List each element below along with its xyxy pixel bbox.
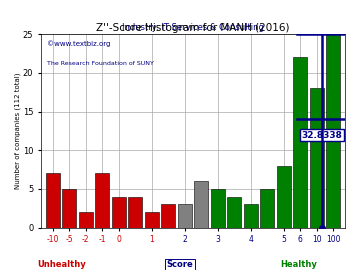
Title: Z''-Score Histogram for MANH (2016): Z''-Score Histogram for MANH (2016) bbox=[96, 23, 290, 33]
Text: Industry: IT Services & Consulting: Industry: IT Services & Consulting bbox=[122, 23, 264, 32]
Bar bbox=[310, 88, 324, 228]
Bar bbox=[145, 212, 159, 228]
Bar bbox=[112, 197, 126, 228]
Y-axis label: Number of companies (112 total): Number of companies (112 total) bbox=[15, 73, 22, 189]
Text: Healthy: Healthy bbox=[280, 260, 317, 269]
Bar bbox=[161, 204, 175, 228]
Text: Unhealthy: Unhealthy bbox=[37, 260, 86, 269]
Text: 32.8338: 32.8338 bbox=[301, 131, 342, 140]
Bar bbox=[244, 204, 258, 228]
Bar bbox=[78, 212, 93, 228]
Text: The Research Foundation of SUNY: The Research Foundation of SUNY bbox=[47, 61, 154, 66]
Bar bbox=[128, 197, 142, 228]
Bar bbox=[46, 173, 60, 228]
Bar bbox=[194, 181, 208, 228]
Bar bbox=[327, 34, 341, 228]
Text: Score: Score bbox=[167, 260, 193, 269]
Bar bbox=[62, 189, 76, 228]
Bar bbox=[211, 189, 225, 228]
Bar bbox=[260, 189, 274, 228]
Bar bbox=[227, 197, 241, 228]
Bar bbox=[178, 204, 192, 228]
Text: ©www.textbiz.org: ©www.textbiz.org bbox=[47, 40, 111, 47]
Bar bbox=[95, 173, 109, 228]
Bar bbox=[293, 58, 307, 228]
Bar bbox=[277, 166, 291, 228]
